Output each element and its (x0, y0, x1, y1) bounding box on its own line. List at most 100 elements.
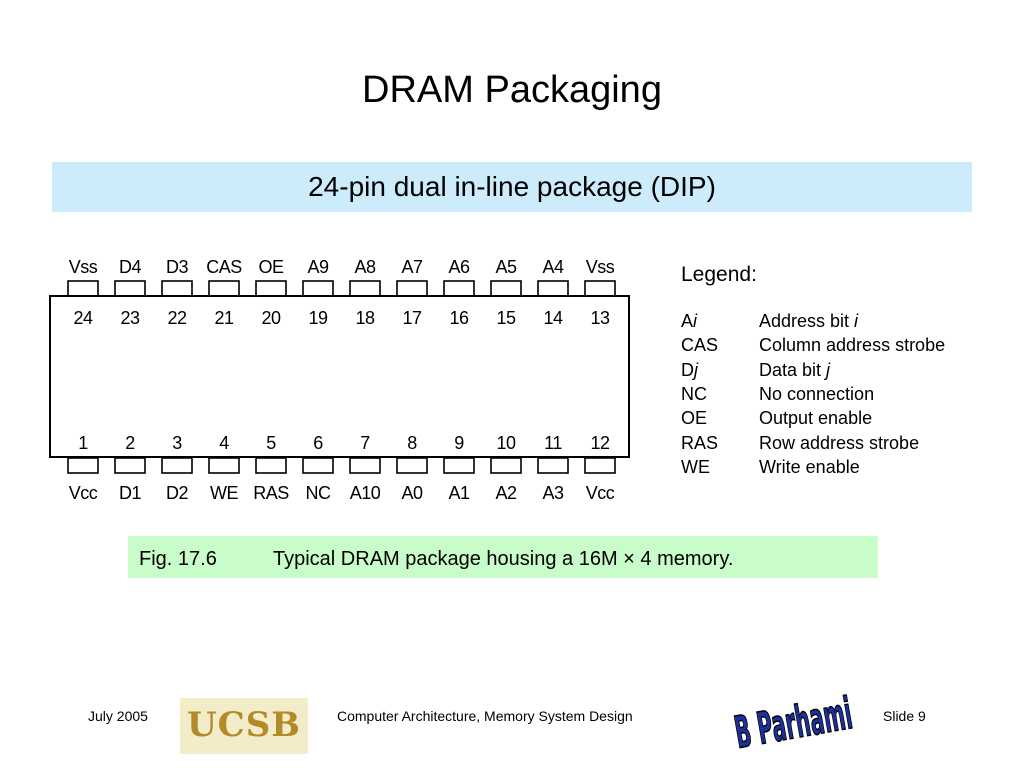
legend-definition: Write enable (759, 456, 860, 477)
slide-subtitle: 24-pin dual in-line package (DIP) (308, 171, 716, 202)
footer-slide-number: Slide 9 (883, 708, 926, 724)
pin-number-top: 13 (590, 308, 610, 328)
figure-number: Fig. 17.6 (139, 548, 217, 570)
pin-top (255, 280, 287, 297)
legend-term: OE (681, 408, 708, 429)
pin-number-top: 21 (214, 308, 234, 328)
pin-number-top: 14 (543, 308, 563, 328)
footer-date: July 2005 (88, 708, 148, 724)
pin-bottom (584, 457, 616, 474)
ucsb-logo: UCSB (180, 698, 308, 754)
ucsb-logo-text: UCSB (186, 705, 301, 745)
pin-bottom (396, 457, 428, 474)
pin-top (161, 280, 193, 297)
pin-label-top: A5 (495, 257, 517, 277)
pin-label-top: D3 (165, 257, 189, 277)
pin-bottom (490, 457, 522, 474)
pin-label-bottom: A1 (448, 483, 470, 503)
pin-number-bottom: 11 (544, 433, 562, 453)
pin-number-top: 16 (449, 308, 469, 328)
pin-label-bottom: D1 (118, 483, 142, 503)
legend-term: Ai (681, 311, 698, 331)
pin-bottom (114, 457, 146, 474)
chip-body (49, 295, 630, 458)
pin-top (302, 280, 334, 297)
pin-bottom (161, 457, 193, 474)
pin-label-top: Vss (68, 257, 98, 277)
legend-definition: Output enable (759, 408, 873, 429)
pin-top (584, 280, 616, 297)
subtitle-band (52, 162, 972, 212)
legend-definition: Address bit i (759, 311, 859, 331)
pin-label-bottom: RAS (253, 483, 289, 503)
pin-label-bottom: A2 (495, 483, 517, 503)
legend-definition: Data bit j (759, 359, 831, 380)
legend-term: Dj (681, 359, 698, 380)
pin-label-top: CAS (206, 257, 242, 277)
pin-label-top: A8 (354, 257, 376, 277)
pin-bottom (349, 457, 381, 474)
pin-label-bottom: Vcc (68, 483, 98, 503)
pin-label-bottom: NC (305, 483, 332, 503)
pin-number-bottom: 4 (219, 433, 229, 453)
legend-term: RAS (681, 432, 719, 453)
legend-title: Legend: (681, 263, 757, 286)
legend-definition: Row address strobe (759, 432, 920, 453)
author-signature-logo: B Parhami (730, 687, 857, 756)
legend-term: CAS (681, 335, 719, 356)
pin-top (396, 280, 428, 297)
pin-top (67, 280, 99, 297)
pin-label-bottom: WE (210, 483, 239, 503)
pin-top (443, 280, 475, 297)
pin-top (490, 280, 522, 297)
legend-definition: No connection (759, 383, 875, 404)
pin-number-top: 24 (73, 308, 93, 328)
legend-definition: Column address strobe (759, 335, 946, 356)
pin-bottom (208, 457, 240, 474)
pin-bottom (67, 457, 99, 474)
caption-band (128, 536, 878, 578)
pin-label-top: D4 (118, 257, 142, 277)
slide-title: DRAM Packaging (362, 69, 662, 111)
pin-bottom (255, 457, 287, 474)
pin-number-bottom: 10 (496, 433, 516, 453)
pin-top (114, 280, 146, 297)
figure-caption: Fig. 17.6 Typical DRAM package housing a … (139, 546, 733, 572)
pin-label-top: OE (258, 257, 284, 277)
legend-term: NC (681, 383, 707, 404)
pin-number-top: 17 (402, 308, 422, 328)
signature-text: B Parhami (731, 688, 856, 756)
pin-label-top: A7 (401, 257, 423, 277)
caption-text: Typical DRAM package housing a 16M × 4 m… (273, 548, 734, 570)
pin-label-bottom: Vcc (585, 483, 615, 503)
pin-label-bottom: A0 (401, 483, 423, 503)
pin-number-bottom: 1 (78, 433, 88, 453)
pin-bottom (302, 457, 334, 474)
pin-number-bottom: 7 (360, 433, 370, 453)
pin-number-top: 15 (496, 308, 516, 328)
pin-bottom (443, 457, 475, 474)
pin-number-bottom: 2 (125, 433, 135, 453)
pin-label-top: Vss (585, 257, 615, 277)
pin-top (537, 280, 569, 297)
pin-number-top: 19 (308, 308, 328, 328)
pin-number-top: 18 (355, 308, 375, 328)
pin-number-bottom: 6 (313, 433, 323, 453)
pin-number-bottom: 12 (590, 433, 610, 453)
pin-number-top: 22 (167, 308, 187, 328)
footer-course-title: Computer Architecture, Memory System Des… (337, 708, 633, 724)
pin-top (349, 280, 381, 297)
pin-number-bottom: 5 (266, 433, 276, 453)
pin-label-bottom: A10 (349, 483, 381, 503)
pin-label-top: A9 (307, 257, 329, 277)
pin-top (208, 280, 240, 297)
pin-label-top: A4 (542, 257, 564, 277)
pin-label-bottom: D2 (165, 483, 189, 503)
pin-label-top: A6 (448, 257, 470, 277)
pin-bottom (537, 457, 569, 474)
pin-number-top: 23 (120, 308, 140, 328)
pin-number-bottom: 8 (407, 433, 417, 453)
pin-number-top: 20 (261, 308, 281, 328)
pin-label-bottom: A3 (542, 483, 564, 503)
